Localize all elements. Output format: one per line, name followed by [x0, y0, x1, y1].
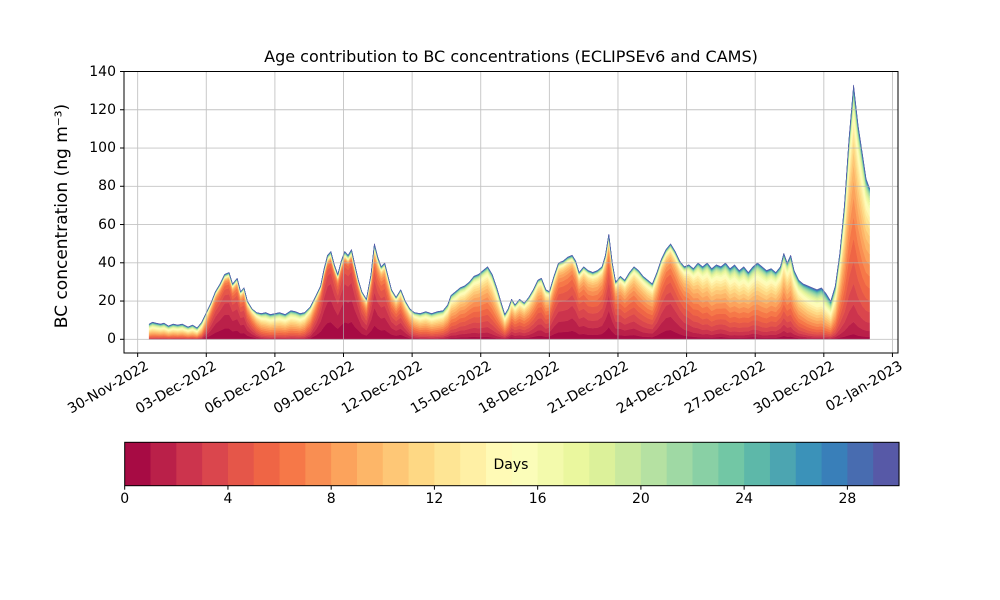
colorbar-segment: [511, 442, 539, 486]
plot-border: [123, 71, 899, 354]
age-stack-layers: [148, 84, 870, 340]
colorbar-segment: [227, 442, 255, 486]
colorbar-segment: [331, 442, 358, 486]
colorbar-segment: [563, 442, 590, 486]
colorbar-segment: [537, 442, 565, 486]
colorbar-segment: [795, 442, 823, 486]
colorbar-segment: [589, 442, 616, 486]
y-tick-label: 20: [98, 293, 116, 310]
colorbar-segment: [460, 442, 487, 486]
y-tick-label: 0: [107, 331, 116, 348]
colorbar-segment: [873, 442, 900, 486]
colorbar-segment: [253, 442, 281, 486]
colorbar-segment: [408, 442, 436, 486]
colorbar-segment: [279, 442, 306, 486]
colorbar-tick-label: 4: [223, 490, 233, 507]
colorbar-segment: [176, 442, 203, 486]
colorbar-segment: [769, 442, 797, 486]
colorbar-segment: [202, 442, 229, 486]
colorbar-tick-label: 0: [120, 490, 130, 507]
y-tick-label: 80: [98, 178, 116, 195]
colorbar-segment: [150, 442, 177, 486]
colorbar-segment: [356, 442, 384, 486]
y-tick-label: 140: [89, 63, 116, 80]
colorbar-segment: [124, 442, 152, 486]
age-layer-29-days: [148, 84, 870, 329]
tick-marks: [120, 71, 893, 357]
colorbar-tick-label: 8: [326, 490, 336, 507]
colorbar-label: Days: [493, 457, 529, 473]
colorbar-segment: [640, 442, 668, 486]
colorbar-tick-label: 16: [528, 490, 547, 507]
chart-title: Age contribution to BC concentrations (E…: [264, 47, 758, 66]
colorbar-segment: [434, 442, 461, 486]
y-tick-label: 100: [89, 140, 116, 156]
colorbar-segment: [615, 442, 642, 486]
colorbar: [124, 441, 900, 490]
colorbar-segment: [305, 442, 332, 486]
colorbar-segment: [718, 442, 745, 486]
colorbar-segment: [486, 442, 513, 486]
y-tick-label: 60: [98, 216, 116, 233]
colorbar-segment: [382, 442, 410, 486]
colorbar-tick-label: 24: [735, 490, 754, 507]
colorbar-segment: [692, 442, 719, 486]
y-tick-label: 40: [98, 254, 116, 271]
colorbar-border: [124, 441, 900, 487]
colorbar-tick-label: 12: [425, 490, 444, 507]
colorbar-tick-label: 28: [838, 490, 857, 507]
colorbar-tick-label: 20: [631, 490, 650, 507]
colorbar-segment: [744, 442, 771, 486]
colorbar-segment: [821, 442, 848, 486]
colorbar-segment: [666, 442, 694, 486]
gridlines: [124, 71, 898, 353]
y-tick-label: 120: [89, 101, 116, 118]
colorbar-segment: [847, 442, 874, 486]
